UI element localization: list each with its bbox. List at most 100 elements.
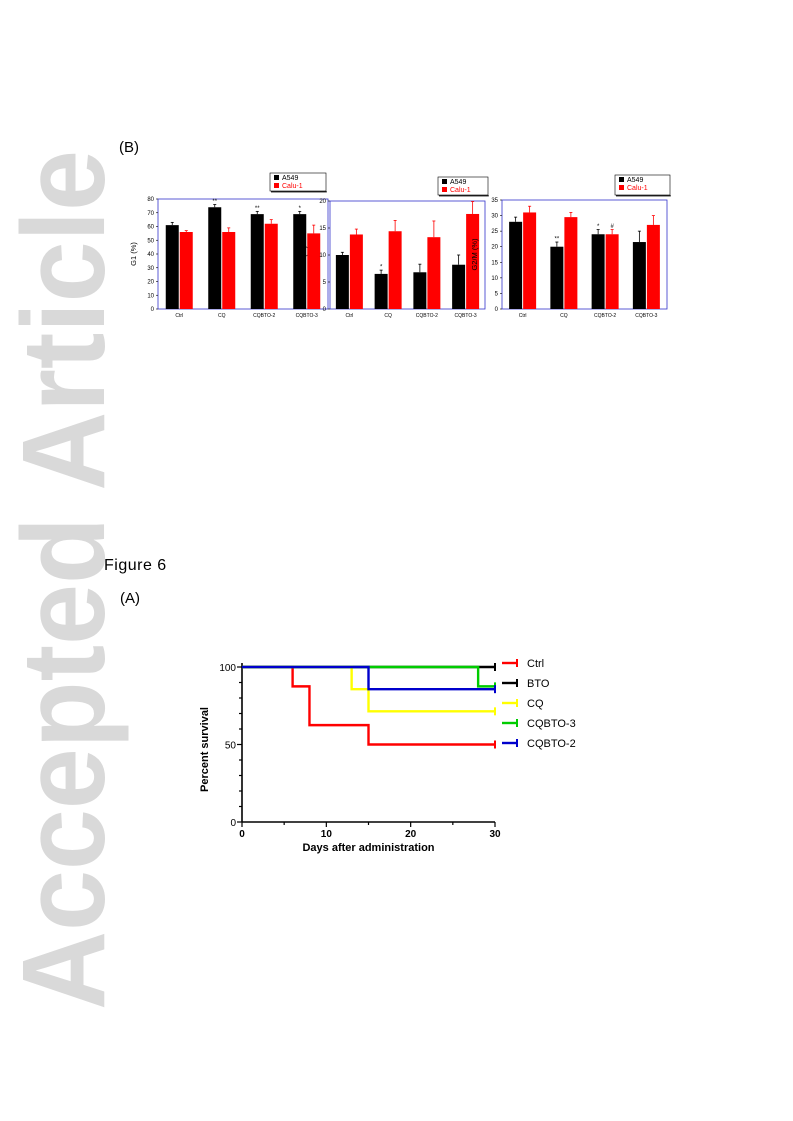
x-tick-label: CQBTO-3: [296, 313, 318, 319]
bar: [335, 255, 349, 309]
x-tick-label: 10: [321, 829, 333, 840]
y-tick-label: 5: [495, 291, 499, 297]
y-axis-label: G1 (%): [130, 242, 138, 266]
bar: [564, 217, 578, 309]
y-tick-label: 0: [230, 818, 236, 829]
y-axis-label: S (%): [300, 245, 308, 264]
x-tick-label: CQBTO-2: [594, 313, 616, 319]
y-tick-label: 5: [323, 280, 327, 286]
s-phase-bar-chart: 0 5 10 15 20 S (%) Ctrl CQ CQBTO-2 CQBTO-3 * A549Ca…: [300, 176, 489, 319]
y-tick-label: 70: [147, 211, 154, 217]
significance-mark: **: [555, 237, 560, 243]
y-tick-label: 0: [495, 307, 499, 313]
bar: [646, 224, 660, 309]
y-tick-label: 0: [151, 307, 155, 313]
y-tick-label: 10: [491, 276, 498, 282]
legend-swatch: [442, 187, 447, 192]
survival-curve-chart: 0 50 100 0 10 20 30 Days after administration Pe…: [199, 658, 576, 854]
x-tick-label: CQBTO-3: [635, 313, 657, 319]
y-tick-label: 100: [219, 663, 236, 674]
y-tick-label: 80: [147, 197, 154, 203]
y-tick-label: 10: [319, 253, 326, 259]
bar: [605, 234, 619, 309]
bar: [427, 237, 441, 309]
bar: [293, 214, 307, 309]
x-tick-label: Ctrl: [345, 313, 353, 319]
legend-swatch: [442, 179, 447, 184]
legend-label: A549: [627, 177, 643, 184]
panel-a-label: (A): [120, 590, 140, 607]
legend-label: BTO: [527, 678, 550, 690]
y-tick-label: 30: [147, 266, 154, 272]
bar: [523, 212, 537, 309]
x-tick-label: 20: [405, 829, 417, 840]
significance-mark: *: [597, 224, 600, 230]
bar: [374, 273, 388, 309]
figure-title: Figure 6: [104, 557, 167, 574]
x-tick-label: 30: [489, 829, 501, 840]
y-tick-label: 15: [319, 226, 326, 232]
legend-label: A549: [282, 175, 298, 182]
bar: [466, 213, 480, 309]
bar: [179, 232, 193, 309]
bar: [250, 214, 264, 309]
bar: [550, 246, 564, 309]
x-tick-label: CQ: [218, 313, 226, 319]
bar: [349, 234, 363, 309]
legend-label: CQBTO-2: [527, 738, 576, 750]
bar: [165, 225, 179, 309]
legend-label: Calu-1: [627, 185, 648, 192]
x-tick-label: CQ: [560, 313, 568, 319]
bar: [222, 232, 236, 309]
survival-line: [242, 665, 495, 691]
significance-mark: *: [380, 265, 383, 271]
x-axis-label: Days after administration: [302, 842, 434, 854]
bar: [307, 233, 321, 309]
bar: [452, 264, 466, 309]
y-tick-label: 35: [491, 198, 498, 204]
y-tick-label: 30: [491, 214, 498, 220]
significance-mark: **: [255, 206, 260, 212]
legend-label: Calu-1: [282, 183, 303, 190]
legend-swatch: [274, 183, 279, 188]
y-axis-label: G2/M (%): [472, 238, 479, 271]
accepted-article-watermark: Accepted Article: [0, 150, 130, 1010]
bar: [208, 207, 222, 309]
legend-label: A549: [450, 179, 466, 186]
legend-label: CQ: [527, 698, 544, 710]
y-tick-label: 15: [491, 260, 498, 266]
panel-b-label: (B): [119, 139, 139, 156]
significance-mark: **: [212, 199, 217, 205]
legend-box: [614, 174, 671, 196]
y-tick-label: 0: [323, 307, 327, 313]
legend-swatch: [274, 175, 279, 180]
x-tick-label: Ctrl: [175, 313, 183, 319]
bar: [264, 223, 278, 309]
legend-swatch: [619, 185, 624, 190]
legend-box: [269, 172, 327, 192]
bar: [509, 221, 523, 309]
legend-box: [437, 176, 489, 196]
legend-label: CQBTO-3: [527, 718, 576, 730]
y-tick-label: 20: [491, 245, 498, 251]
y-tick-label: 50: [225, 741, 237, 752]
g2m-bar-chart: 0 5 10 15 20 25 30 35 G2/M (%) Ctrl CQ CQBTO-2 CQBTO…: [472, 174, 671, 319]
bar: [413, 272, 427, 309]
significance-mark: #: [610, 224, 614, 230]
plot-frame: [501, 199, 668, 310]
bar: [591, 234, 605, 309]
x-tick-label: CQBTO-3: [455, 313, 477, 319]
x-tick-label: CQBTO-2: [416, 313, 438, 319]
x-tick-label: CQ: [384, 313, 392, 319]
survival-line: [242, 665, 495, 746]
x-tick-label: Ctrl: [519, 313, 527, 319]
y-tick-label: 40: [147, 252, 154, 258]
bar: [388, 231, 402, 309]
y-axis-label: Percent survival: [199, 707, 211, 792]
significance-mark: *: [299, 206, 302, 212]
y-tick-label: 25: [491, 229, 498, 235]
y-tick-label: 50: [147, 238, 154, 244]
y-tick-label: 60: [147, 225, 154, 231]
y-tick-label: 20: [319, 199, 326, 205]
